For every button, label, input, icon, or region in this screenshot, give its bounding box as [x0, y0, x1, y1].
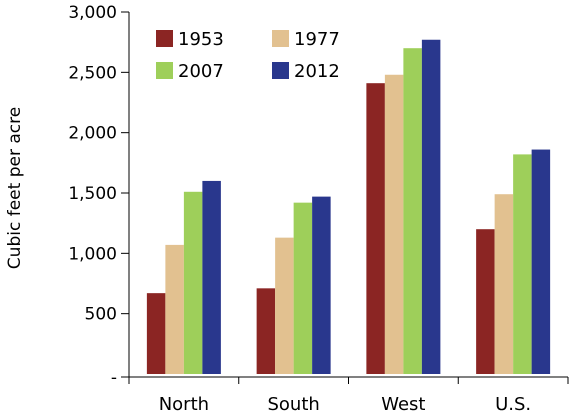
legend-label-2007: 2007 — [178, 61, 224, 82]
y-tick-label: 2,500 — [68, 63, 117, 83]
y-ticks: - 500 1,000 1,500 2,000 2,500 3,000 — [68, 3, 129, 388]
bar-2012-south — [312, 196, 331, 374]
x-category-label: North — [159, 394, 209, 415]
legend: 1953 1977 2007 2012 — [156, 29, 340, 82]
legend-swatch-2012 — [272, 62, 289, 79]
bar-1977-west — [384, 74, 404, 374]
y-tick-label: 1,500 — [68, 184, 117, 204]
legend-label-1977: 1977 — [294, 29, 340, 50]
bar-2012-us — [531, 149, 551, 374]
x-category-labels: North South West U.S. — [159, 394, 531, 415]
y-tick-label: 1,000 — [68, 244, 117, 264]
y-tick-label: - — [111, 368, 117, 388]
legend-swatch-1977 — [272, 30, 289, 47]
bar-1977-us — [494, 194, 514, 374]
bar-2007-north — [183, 191, 203, 374]
x-category-label: U.S. — [495, 394, 531, 415]
bars — [146, 39, 551, 374]
x-category-label: West — [381, 394, 425, 415]
bar-2007-us — [513, 154, 532, 374]
y-tick-label: 2,000 — [68, 124, 117, 144]
bar-1953-us — [476, 229, 495, 374]
bar-1977-south — [275, 237, 294, 374]
bar-2007-west — [403, 48, 422, 374]
bar-2012-north — [202, 180, 221, 374]
legend-label-1953: 1953 — [178, 29, 224, 50]
y-tick-label: 500 — [85, 305, 117, 325]
legend-swatch-1953 — [156, 30, 173, 47]
y-tick-label: 3,000 — [68, 3, 117, 23]
bar-1953-north — [146, 293, 166, 374]
bar-2012-west — [421, 39, 441, 374]
bar-1977-north — [165, 244, 184, 374]
legend-swatch-2007 — [156, 62, 173, 79]
legend-label-2012: 2012 — [294, 61, 340, 82]
x-category-label: South — [267, 394, 319, 415]
bar-2007-south — [293, 202, 313, 374]
bar-1953-west — [366, 83, 385, 374]
y-axis-title: Cubic feet per acre — [5, 107, 25, 269]
bar-1953-south — [256, 288, 276, 374]
